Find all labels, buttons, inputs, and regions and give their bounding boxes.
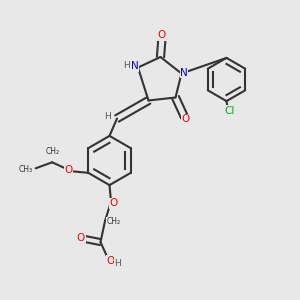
Text: O: O	[109, 198, 118, 208]
Text: O: O	[158, 30, 166, 40]
Text: O: O	[106, 256, 115, 266]
Text: O: O	[77, 232, 85, 243]
Text: Cl: Cl	[224, 106, 235, 116]
Text: CH₂: CH₂	[45, 147, 59, 156]
Text: CH₂: CH₂	[106, 217, 121, 226]
Text: H: H	[123, 61, 130, 70]
Text: N: N	[130, 61, 138, 71]
Text: N: N	[180, 68, 188, 78]
Text: O: O	[181, 114, 190, 124]
Text: H: H	[115, 259, 121, 268]
Text: H: H	[104, 112, 110, 121]
Text: O: O	[64, 165, 73, 175]
Text: CH₃: CH₃	[19, 165, 33, 174]
